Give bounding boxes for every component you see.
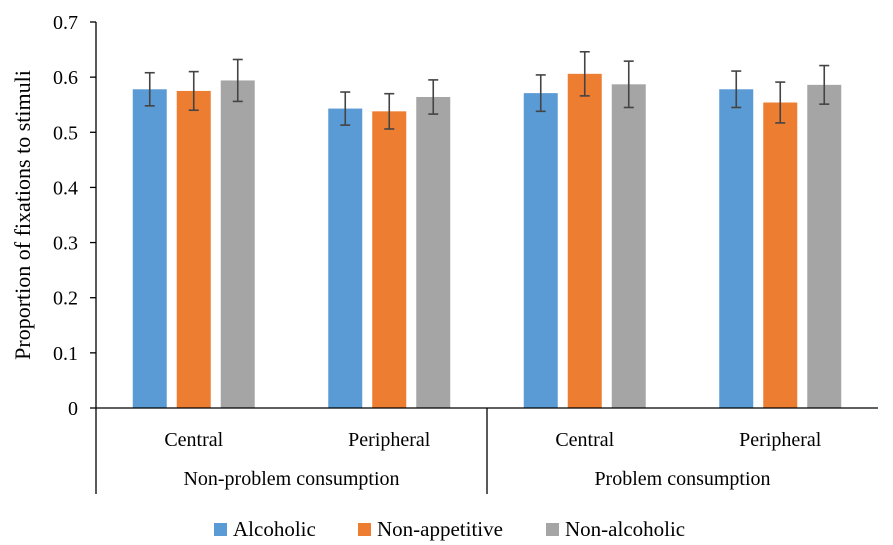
category-label: Peripheral xyxy=(348,429,431,451)
y-tick-label: 0.5 xyxy=(53,122,78,144)
bar-alcoholic xyxy=(719,89,754,408)
bar-non-appetitive xyxy=(567,73,602,408)
bar-alcoholic xyxy=(328,108,363,409)
group-label: Problem consumption xyxy=(594,468,770,490)
x-axis: Central Peripheral Central Peripheral Non-pr… xyxy=(95,407,878,494)
bar-non-appetitive xyxy=(372,111,407,409)
bar-non-alcoholic xyxy=(611,84,646,408)
error-bars xyxy=(144,50,830,130)
y-tick-label: 0.1 xyxy=(53,343,78,365)
group-label: Non-problem consumption xyxy=(183,468,399,490)
category-label: Central xyxy=(555,429,614,451)
y-tick-label: 0.4 xyxy=(53,177,78,199)
y-tick-label: 0.2 xyxy=(53,288,78,310)
legend-swatch xyxy=(214,523,227,536)
bar-non-alcoholic xyxy=(807,84,842,408)
bar-non-appetitive xyxy=(176,90,211,408)
legend-swatch xyxy=(546,523,559,536)
bar-alcoholic xyxy=(132,89,167,408)
bar-non-alcoholic xyxy=(220,80,255,409)
y-axis: 0 0.1 0.2 0.3 0.4 0.5 0.6 0.7 xyxy=(53,12,97,420)
bar-alcoholic xyxy=(523,93,558,409)
category-label: Central xyxy=(164,429,223,451)
bar-non-appetitive xyxy=(763,102,798,408)
legend-swatch xyxy=(358,523,371,536)
y-tick-label: 0.3 xyxy=(53,233,78,255)
bar-non-alcoholic xyxy=(416,96,451,408)
y-tick-label: 0.6 xyxy=(53,67,78,89)
y-axis-label: Proportion of fixations to stimuli xyxy=(10,70,35,360)
bars xyxy=(132,73,842,409)
y-tick-label: 0 xyxy=(68,398,78,420)
legend-label: Non-alcoholic xyxy=(565,517,685,541)
y-tick-label: 0.7 xyxy=(53,12,78,34)
legend-label: Alcoholic xyxy=(233,517,316,541)
legend: Alcoholic Non-appetitive Non-alcoholic xyxy=(214,517,685,541)
category-label: Peripheral xyxy=(739,429,822,451)
legend-label: Non-appetitive xyxy=(377,517,503,541)
